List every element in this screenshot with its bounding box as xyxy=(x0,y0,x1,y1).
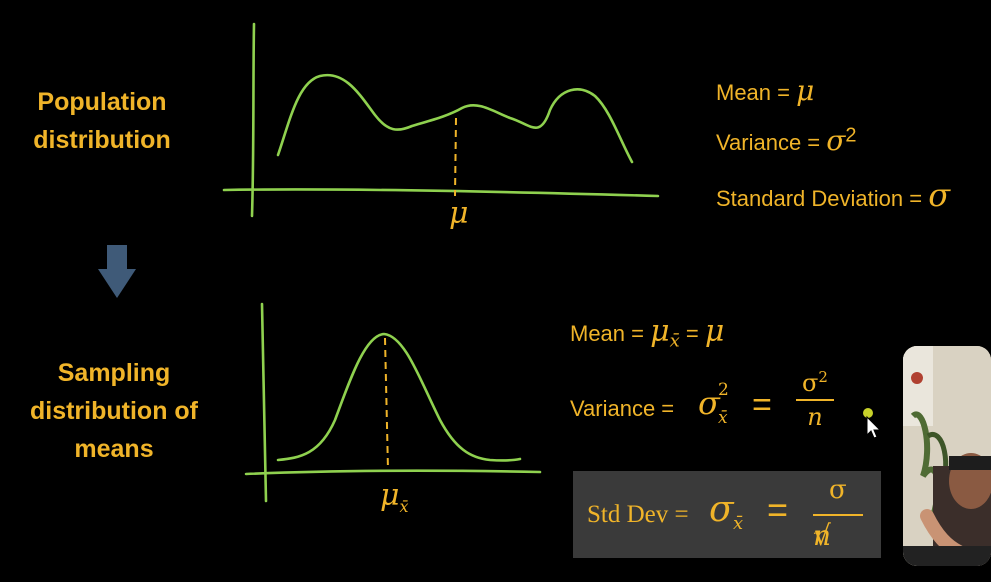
stddev-box: Std Dev = σ x̄ = σ √ n xyxy=(573,471,881,558)
stddev-fraction-bar xyxy=(813,514,863,516)
fraction-bar xyxy=(796,399,834,401)
population-title: Population distribution xyxy=(22,83,182,159)
presenter-webcam xyxy=(903,346,991,566)
stddev-sub: x̄ xyxy=(733,513,744,534)
sampling-mean-formula: Mean = μx̄ = μ xyxy=(570,314,724,351)
sampling-x-axis xyxy=(244,469,542,476)
population-mean-label: Mean = xyxy=(716,80,790,105)
sampling-variance-eq: = xyxy=(752,386,772,424)
sampling-variance-den: n xyxy=(807,403,823,431)
sampling-mean-label: Mean = xyxy=(570,321,644,346)
population-std-formula: Standard Deviation = σ xyxy=(716,176,950,214)
sampling-title-line3: means xyxy=(74,435,154,463)
sampling-title-line2: distribution of xyxy=(29,397,199,425)
population-title-line1: Population xyxy=(37,88,167,116)
sampling-mean-sub: x̄ xyxy=(669,330,680,352)
stddev-eq: = xyxy=(767,489,789,530)
sampling-variance-label: Variance = xyxy=(570,396,675,421)
sampling-mean-rhs: μ xyxy=(704,314,725,349)
sampling-variance-num-sup: 2 xyxy=(818,368,828,386)
population-curve xyxy=(276,73,634,164)
population-std-label: Standard Deviation = xyxy=(716,186,923,211)
population-variance-formula: Variance = σ2 xyxy=(716,124,857,157)
sampling-mean-eq: = xyxy=(685,321,699,346)
stddev-den-n: n xyxy=(813,519,832,552)
sampling-variance-fraction: σ2 n xyxy=(796,368,834,431)
stddev-num: σ xyxy=(829,475,847,505)
population-variance-symbol: σ xyxy=(826,124,846,157)
population-y-axis xyxy=(250,22,256,218)
sampling-axis-label: μx̄ xyxy=(380,478,409,516)
population-mean-symbol: μ xyxy=(796,74,815,107)
population-axis-mu-label: μ xyxy=(449,196,469,231)
sampling-axis-mu: μ xyxy=(380,478,400,513)
population-mean-line xyxy=(454,117,457,197)
stddev-label: Std Dev = xyxy=(587,501,689,528)
sampling-variance-sigma: σ xyxy=(698,384,720,422)
sampling-variance-sup: 2 xyxy=(718,380,729,400)
population-variance-label: Variance = xyxy=(716,130,821,155)
sampling-variance-formula: Variance = σ 2 x̄ = σ2 n xyxy=(570,368,870,448)
population-std-symbol: σ xyxy=(928,176,951,214)
sampling-variance-num-sigma: σ xyxy=(802,369,819,397)
population-x-axis xyxy=(222,188,660,198)
sqrt-icon: √ xyxy=(813,519,831,552)
stddev-symbol: σ xyxy=(709,489,734,530)
sampling-axis-sub: x̄ xyxy=(399,497,409,516)
cursor-icon xyxy=(862,407,884,444)
sampling-y-axis xyxy=(260,302,268,503)
sampling-mean-symbol: μ xyxy=(650,314,670,349)
sampling-variance-symbol: σ xyxy=(698,384,720,422)
sampling-variance-num: σ2 xyxy=(796,368,834,397)
sampling-mean-line xyxy=(384,337,389,471)
down-arrow-icon xyxy=(98,245,136,305)
population-title-line2: distribution xyxy=(33,126,171,154)
sampling-curve xyxy=(276,332,522,462)
presenter-image xyxy=(903,346,991,566)
sampling-variance-sub: x̄ xyxy=(718,408,728,428)
population-mean-formula: Mean = μ xyxy=(716,74,814,107)
sampling-title-line1: Sampling xyxy=(57,359,171,387)
population-variance-exp: 2 xyxy=(845,124,857,147)
sampling-title: Sampling distribution of means xyxy=(14,354,214,468)
